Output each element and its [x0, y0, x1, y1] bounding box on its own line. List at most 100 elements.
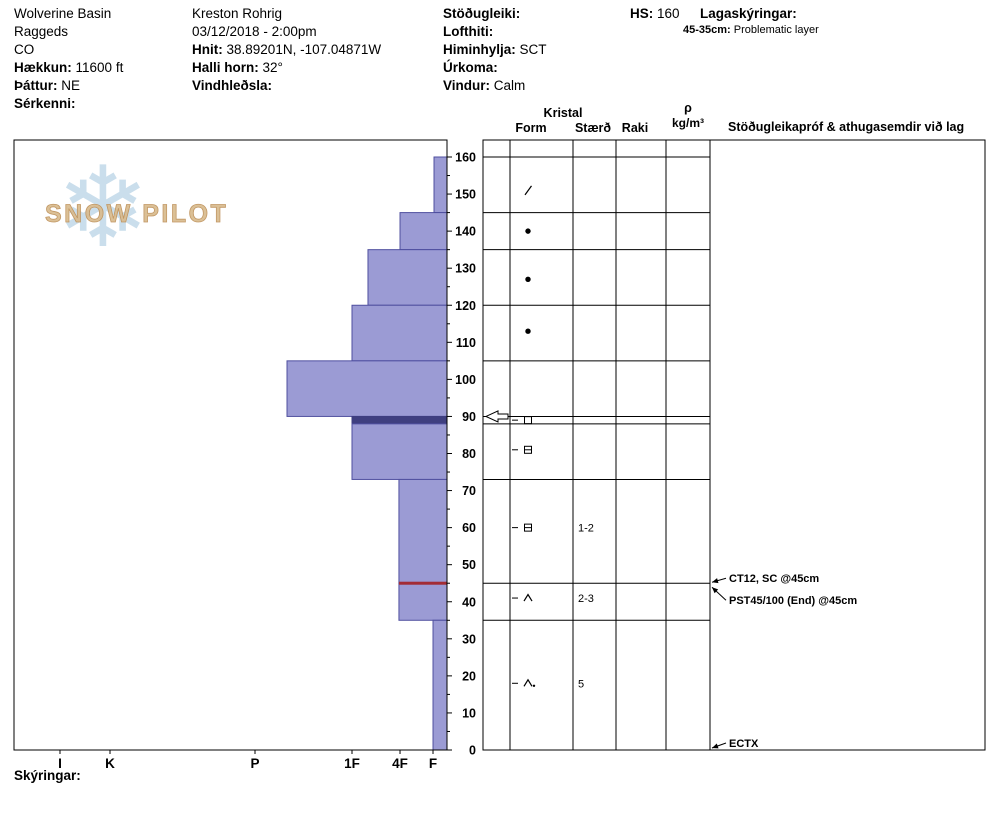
hardness-axis-label: I	[58, 756, 62, 771]
aspect-label: Þáttur:	[14, 78, 58, 93]
test-arrow-head	[712, 587, 719, 594]
stability-field: Stöðugleiki:	[443, 5, 547, 23]
flagged-layer-arrow	[484, 410, 509, 423]
stability-test-label: ECTX	[729, 738, 759, 750]
snow-layer-bar	[433, 156, 448, 214]
coords-value: 38.89201N, -107.04871W	[226, 42, 382, 57]
depth-tick-label: 80	[462, 447, 476, 461]
snowpilot-logo-text: SNOW PILOT	[45, 200, 229, 229]
depth-tick-label: 10	[462, 706, 476, 720]
grain-form-rounded-icon	[525, 328, 531, 334]
depth-tick-label: 150	[455, 188, 476, 202]
snow-layer-bar	[398, 478, 448, 584]
depth-tick-label: 90	[462, 410, 476, 424]
air-temp-field: Lofthiti:	[443, 23, 547, 41]
footnotes-label: Skýringar:	[14, 768, 81, 783]
site-range: Raggeds	[14, 24, 69, 39]
observation-datetime: 03/12/2018 - 2:00pm	[192, 24, 317, 39]
special-field: Sérkenni:	[14, 95, 123, 113]
stability-test-label: PST45/100 (End) @45cm	[729, 595, 857, 607]
wind-label: Vindur:	[443, 78, 490, 93]
snow-layer-bar	[351, 423, 448, 480]
precip-field: Úrkoma:	[443, 59, 547, 77]
grain-size-value: 5	[578, 678, 584, 690]
snow-height-value: 160	[657, 6, 680, 21]
grain-form-facet-icon	[524, 416, 532, 425]
depth-tick-label: 70	[462, 484, 476, 498]
hardness-axis-label: 1F	[344, 756, 360, 771]
size-column-header: Stærð	[574, 121, 612, 135]
grain-form-dot-mark	[532, 684, 536, 687]
snow-height-label: HS:	[630, 6, 654, 21]
aspect-field: Þáttur: NE	[14, 77, 123, 95]
depth-tick-label: 30	[462, 632, 476, 646]
observer-name: Kreston Rohrig	[192, 6, 283, 21]
slope-angle-field: Halli horn: 32°	[192, 59, 381, 77]
air-temp-label: Lofthiti:	[443, 24, 494, 39]
crystal-group-header: Kristal	[543, 106, 583, 120]
density-symbol-header: ρ	[684, 101, 692, 115]
header-hs-column: HS: 160	[630, 5, 680, 23]
depth-tick-label: 120	[455, 299, 476, 313]
snow-layer-bar	[398, 582, 448, 621]
header-layer-notes-column: Lagaskýringar:	[700, 5, 797, 23]
hardness-axis-label: F	[429, 756, 437, 771]
snow-layer-bar	[432, 619, 448, 751]
elevation-field: Hækkun: 11600 ft	[14, 59, 123, 77]
wind-loading-field: Vindhleðsla:	[192, 77, 381, 95]
header-location-column: Wolverine Basin Raggeds CO Hækkun: 11600…	[14, 5, 123, 113]
aspect-value: NE	[61, 78, 81, 93]
depth-tick-label: 40	[462, 595, 476, 609]
snow-layer-bar	[351, 415, 448, 425]
wind-value: Calm	[493, 78, 526, 93]
elevation-value: 11600 ft	[75, 60, 124, 75]
snowflake-icon: ❄	[56, 145, 150, 270]
grain-size-value: 2-3	[578, 593, 594, 605]
depth-tick-label: 110	[456, 336, 476, 350]
density-unit-header: kg/m³	[671, 116, 704, 130]
layer-notes-title: Lagaskýringar:	[700, 5, 797, 23]
grain-size-value: 1-2	[578, 523, 594, 535]
problem-layer-marker	[398, 581, 447, 585]
snow-height-field: HS: 160	[630, 5, 680, 23]
stability-label: Stöðugleiki:	[443, 6, 521, 21]
elevation-label: Hækkun:	[14, 60, 72, 75]
depth-tick-label: 100	[455, 373, 476, 387]
layer-note-item: 45-35cm: Problematic layer	[683, 24, 819, 36]
site-state: CO	[14, 42, 35, 57]
grain-form-rounded-icon	[525, 276, 531, 283]
snow-layer-bar	[286, 360, 448, 417]
grain-form-rounded-icon	[525, 228, 531, 234]
depth-tick-label: 140	[455, 225, 476, 239]
slope-angle-label: Halli horn:	[192, 60, 259, 75]
header-observer-column: Kreston Rohrig 03/12/2018 - 2:00pm Hnit:…	[192, 5, 381, 95]
site-name: Wolverine Basin	[14, 6, 112, 21]
depth-tick-label: 50	[462, 558, 476, 572]
precip-label: Úrkoma:	[443, 60, 498, 75]
wind-field: Vindur: Calm	[443, 77, 547, 95]
form-column-header: Form	[515, 121, 547, 135]
hardness-axis-label: 4F	[392, 756, 408, 771]
special-label: Sérkenni:	[14, 96, 76, 111]
profile-plot-border	[13, 139, 448, 751]
test-arrow-head	[712, 743, 719, 749]
grain-form-depth-hoar-icon	[523, 678, 533, 687]
depth-tick-label: 160	[455, 151, 476, 165]
coords-field: Hnit: 38.89201N, -107.04871W	[192, 41, 381, 59]
hardness-axis-label: P	[250, 756, 259, 771]
stability-notes-header: Stöðugleikapróf & athugasemdir við lag	[728, 120, 965, 134]
depth-tick-label: 60	[462, 521, 476, 535]
hardness-axis-label: K	[105, 756, 115, 771]
sky-value: SCT	[519, 42, 547, 57]
sky-field: Himinhylja: SCT	[443, 41, 547, 59]
layer-panel-border	[482, 139, 986, 751]
stability-test-label: CT12, SC @45cm	[729, 573, 819, 585]
depth-tick-label: 20	[462, 669, 476, 683]
snow-layer-bar	[399, 212, 448, 251]
coords-label: Hnit:	[192, 42, 223, 57]
sky-label: Himinhylja:	[443, 42, 516, 57]
grain-form-decomposing-icon	[524, 185, 532, 196]
moisture-column-header: Raki	[621, 121, 649, 135]
test-arrow-head	[712, 578, 719, 584]
grain-form-depth-hoar-icon	[523, 593, 533, 602]
